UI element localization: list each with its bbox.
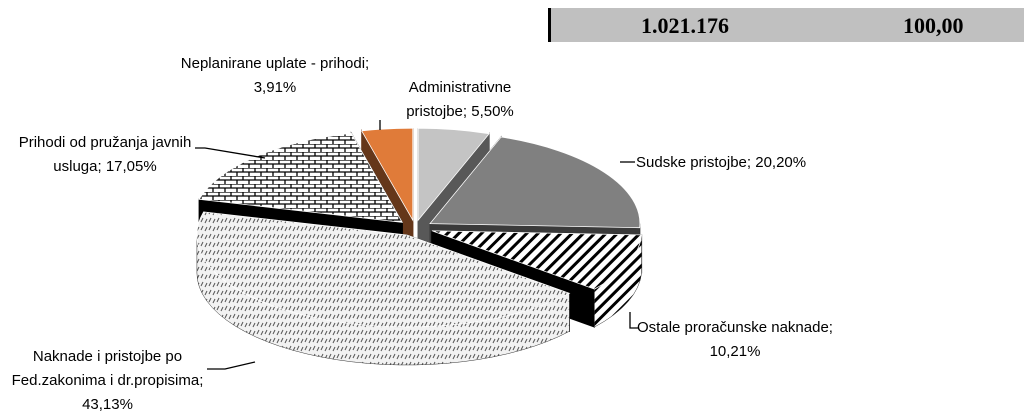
total-amount: 1.021.176: [641, 13, 729, 38]
total-percent: 100,00: [903, 13, 964, 38]
slice-label: Ostale proračunske naknade; 10,21%: [637, 319, 833, 360]
leader-line: [207, 361, 256, 370]
slice: [198, 132, 404, 223]
slice: [429, 136, 641, 229]
slice-label: Naknade i pristojbe po Fed.zakonima i dr…: [11, 348, 204, 413]
slice: [361, 127, 414, 222]
slice-label: Administrativne pristojbe; 5,50%: [406, 79, 514, 120]
leader-line: [195, 147, 266, 159]
slice-label: Prihodi od pružanja javnih usluga; 17,05…: [18, 134, 192, 175]
leader-lines: [195, 120, 638, 370]
slice-label: Neplanirane uplate - prihodi; 3,91%: [180, 55, 370, 96]
leader-line: [629, 312, 638, 329]
slice: [431, 230, 643, 290]
slice-label: Sudske pristojbe; 20,20%: [636, 154, 807, 171]
slice: [196, 211, 571, 328]
total-row: 1.021.176 100,00: [548, 8, 1024, 42]
slice: [417, 127, 490, 222]
